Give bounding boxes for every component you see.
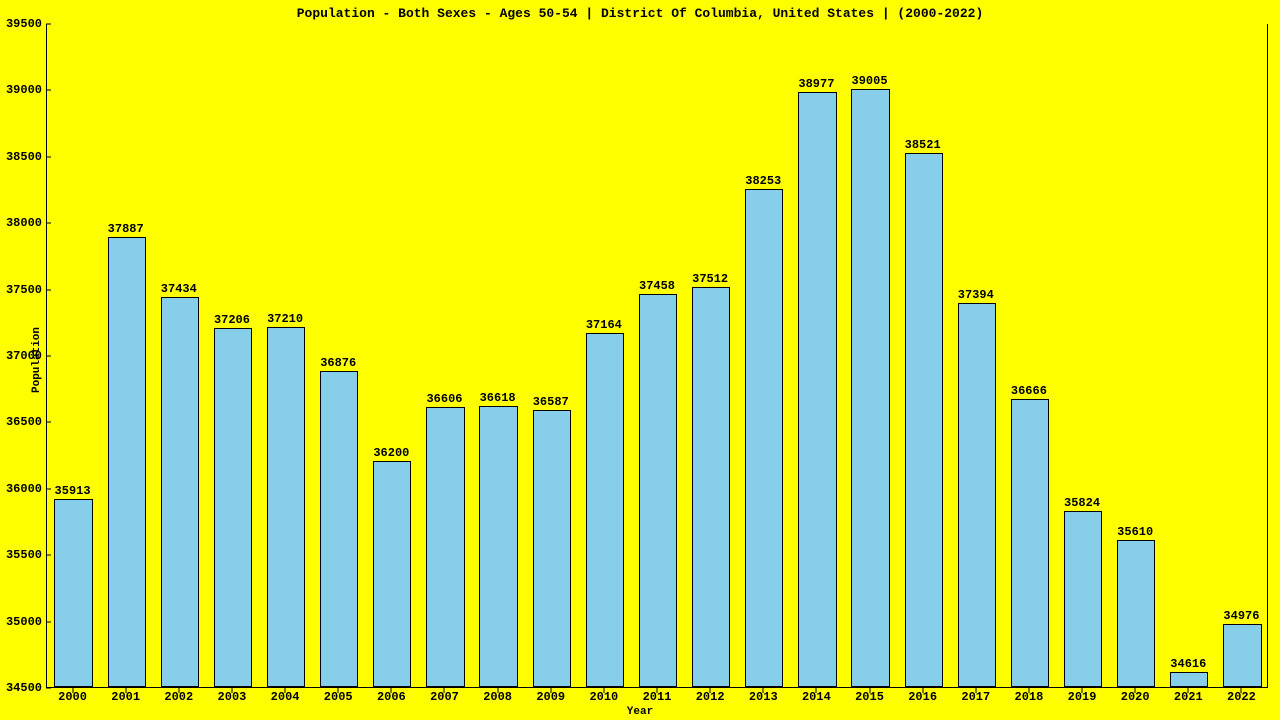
- plot-area: [46, 24, 1268, 688]
- y-tick-label: 35500: [6, 548, 42, 562]
- x-tick-mark: [869, 688, 870, 693]
- y-tick-label: 37000: [6, 349, 42, 363]
- bar-value-label: 37512: [692, 272, 728, 286]
- bar-value-label: 37164: [586, 318, 622, 332]
- y-tick-label: 39000: [6, 83, 42, 97]
- bar: [108, 237, 146, 687]
- x-tick-mark: [763, 688, 764, 693]
- x-tick-mark: [1241, 688, 1242, 693]
- bar: [692, 287, 730, 687]
- y-tick-label: 37500: [6, 283, 42, 297]
- x-tick-mark: [285, 688, 286, 693]
- bar-value-label: 39005: [852, 74, 888, 88]
- x-tick-mark: [1188, 688, 1189, 693]
- x-tick-mark: [975, 688, 976, 693]
- bar-value-label: 37887: [108, 222, 144, 236]
- bar: [1117, 540, 1155, 687]
- bar-value-label: 36876: [320, 356, 356, 370]
- bar-value-label: 37434: [161, 282, 197, 296]
- bar: [1223, 624, 1261, 687]
- x-tick-mark: [550, 688, 551, 693]
- x-tick-mark: [922, 688, 923, 693]
- bar-value-label: 38253: [745, 174, 781, 188]
- bar-value-label: 38521: [905, 138, 941, 152]
- bar: [586, 333, 624, 687]
- y-tick-label: 35000: [6, 615, 42, 629]
- bar: [745, 189, 783, 687]
- bar-value-label: 36606: [426, 392, 462, 406]
- bar-value-label: 37206: [214, 313, 250, 327]
- bar-value-label: 36666: [1011, 384, 1047, 398]
- bar: [479, 406, 517, 687]
- x-tick-mark: [72, 688, 73, 693]
- bar: [54, 499, 92, 687]
- bar: [639, 294, 677, 687]
- x-tick-mark: [816, 688, 817, 693]
- bar-value-label: 36200: [373, 446, 409, 460]
- y-tick-label: 34500: [6, 681, 42, 695]
- x-tick-mark: [444, 688, 445, 693]
- x-tick-mark: [603, 688, 604, 693]
- chart-title: Population - Both Sexes - Ages 50-54 | D…: [0, 6, 1280, 21]
- bar: [851, 89, 889, 687]
- bar-value-label: 36587: [533, 395, 569, 409]
- chart-container: Population - Both Sexes - Ages 50-54 | D…: [0, 0, 1280, 720]
- bar: [373, 461, 411, 687]
- bar-value-label: 35824: [1064, 496, 1100, 510]
- bar-value-label: 36618: [480, 391, 516, 405]
- bar: [958, 303, 996, 687]
- x-tick-mark: [391, 688, 392, 693]
- x-tick-mark: [657, 688, 658, 693]
- bar-value-label: 35913: [55, 484, 91, 498]
- bar-value-label: 37458: [639, 279, 675, 293]
- y-tick-label: 38000: [6, 216, 42, 230]
- x-tick-mark: [125, 688, 126, 693]
- bar: [533, 410, 571, 687]
- bar-value-label: 38977: [798, 77, 834, 91]
- y-tick-label: 39500: [6, 17, 42, 31]
- bar: [320, 371, 358, 687]
- y-tick-label: 38500: [6, 150, 42, 164]
- bar: [214, 328, 252, 687]
- bar-value-label: 34616: [1170, 657, 1206, 671]
- y-tick-label: 36000: [6, 482, 42, 496]
- x-tick-mark: [1082, 688, 1083, 693]
- x-axis-label: Year: [0, 706, 1280, 718]
- bar: [267, 327, 305, 687]
- x-tick-mark: [1135, 688, 1136, 693]
- bar: [426, 407, 464, 687]
- x-tick-mark: [231, 688, 232, 693]
- bar: [798, 92, 836, 687]
- y-tick-label: 36500: [6, 415, 42, 429]
- bar: [1064, 511, 1102, 687]
- bar-value-label: 37394: [958, 288, 994, 302]
- bar-value-label: 35610: [1117, 525, 1153, 539]
- bar-value-label: 34976: [1223, 609, 1259, 623]
- x-tick-mark: [1028, 688, 1029, 693]
- x-tick-mark: [497, 688, 498, 693]
- bar: [905, 153, 943, 687]
- bar: [1011, 399, 1049, 687]
- x-tick-mark: [710, 688, 711, 693]
- bar: [1170, 672, 1208, 687]
- bar-value-label: 37210: [267, 312, 303, 326]
- bar: [161, 297, 199, 687]
- x-tick-mark: [178, 688, 179, 693]
- x-tick-mark: [338, 688, 339, 693]
